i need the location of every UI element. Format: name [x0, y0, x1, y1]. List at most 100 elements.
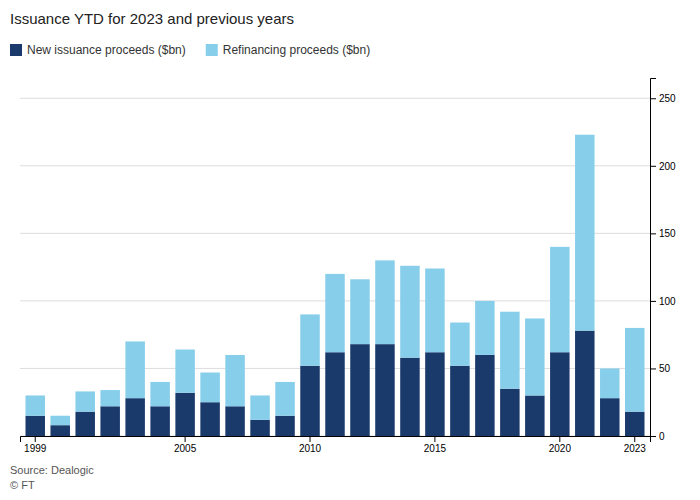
bar: [250, 420, 269, 436]
tick-label: 2005: [174, 443, 197, 454]
bar: [525, 395, 544, 436]
tick-label: 200: [659, 161, 676, 172]
tick-label: 100: [659, 296, 676, 307]
bar: [175, 393, 194, 436]
bar: [625, 328, 644, 412]
tick: 50: [650, 363, 671, 374]
bar: [550, 352, 569, 436]
bar: [250, 395, 269, 419]
bar: [475, 355, 494, 436]
axis-line: [21, 437, 651, 443]
bar: [225, 406, 244, 436]
bar: [475, 301, 494, 355]
bar: [75, 412, 94, 436]
bar: [300, 314, 319, 365]
tick-label: 150: [659, 228, 676, 239]
bar: [150, 382, 169, 406]
bar: [550, 247, 569, 352]
bar: [275, 382, 294, 416]
bar: [25, 416, 44, 436]
legend-label: Refinancing proceeds ($bn): [223, 43, 370, 57]
tick: 2020: [549, 436, 572, 454]
annotation: © FT: [10, 479, 35, 491]
tick-label: 2020: [549, 443, 572, 454]
bar: [400, 358, 419, 436]
tick: 250: [650, 93, 676, 104]
chart: Issuance YTD for 2023 and previous years…: [0, 0, 700, 500]
tick-mark: [35, 436, 36, 442]
tick-label: 250: [659, 93, 676, 104]
plot: 1999 2005 2010 2015 2020 2023 0 50 100 150 200 250: [20, 79, 676, 455]
bar: [225, 355, 244, 406]
tick-mark: [434, 436, 435, 442]
tick: 2015: [424, 436, 447, 454]
grid-line: [20, 165, 650, 166]
tick: 2023: [624, 436, 647, 454]
bar: [425, 268, 444, 352]
bar: [575, 135, 594, 331]
bar: [50, 425, 69, 436]
bar: [300, 366, 319, 436]
annotation: Source: Dealogic: [10, 464, 94, 476]
bar: [100, 406, 119, 436]
bar: [175, 350, 194, 393]
bar: [450, 366, 469, 436]
tick-mark: [650, 98, 656, 99]
bar: [275, 416, 294, 436]
bar: [450, 323, 469, 366]
tick-mark: [634, 436, 635, 442]
bar: [600, 368, 619, 398]
legend-swatch: [206, 44, 218, 56]
x-axis: 1999 2005 2010 2015 2020 2023: [21, 436, 651, 454]
bar: [350, 344, 369, 436]
bar: [575, 331, 594, 436]
tick: 1999: [24, 436, 47, 454]
bar: [400, 266, 419, 358]
axis-line: [651, 79, 657, 437]
tick: 150: [650, 228, 676, 239]
tick: 2010: [299, 436, 322, 454]
bar: [350, 279, 369, 344]
bar: [25, 395, 44, 415]
tick-label: 50: [659, 363, 671, 374]
y-axis: 0 50 100 150 200 250: [650, 79, 676, 442]
tick-mark: [185, 436, 186, 442]
grid-line: [20, 233, 650, 234]
bar: [425, 352, 444, 436]
bar: [50, 416, 69, 425]
grid: [20, 98, 650, 436]
grid-line: [20, 98, 650, 99]
bar: [325, 352, 344, 436]
bar: [100, 390, 119, 406]
bar: [375, 344, 394, 436]
bar: [325, 274, 344, 352]
bar: [125, 341, 144, 398]
legend-label: New issuance proceeds ($bn): [27, 43, 186, 57]
legend-swatch: [10, 44, 22, 56]
title: Issuance YTD for 2023 and previous years: [10, 10, 294, 27]
bar: [125, 398, 144, 436]
tick-mark: [650, 436, 656, 437]
bar: [625, 412, 644, 436]
tick-label: 2015: [424, 443, 447, 454]
tick: 100: [650, 296, 676, 307]
tick: 200: [650, 161, 676, 172]
series: [25, 135, 644, 425]
tick-label: 0: [659, 431, 665, 442]
tick-mark: [650, 166, 656, 167]
tick: 0: [650, 431, 665, 442]
bar: [75, 391, 94, 411]
tick-label: 2010: [299, 443, 322, 454]
tick-mark: [310, 436, 311, 442]
bar: [150, 406, 169, 436]
bar: [600, 398, 619, 436]
tick-mark: [559, 436, 560, 442]
tick-label: 1999: [24, 443, 47, 454]
bar: [500, 389, 519, 436]
legend: New issuance proceeds ($bn) Refinancing p…: [10, 43, 370, 57]
bar: [525, 318, 544, 395]
bar: [200, 402, 219, 436]
legend-item: New issuance proceeds ($bn): [10, 43, 186, 57]
tick: 2005: [174, 436, 197, 454]
tick-mark: [650, 301, 656, 302]
